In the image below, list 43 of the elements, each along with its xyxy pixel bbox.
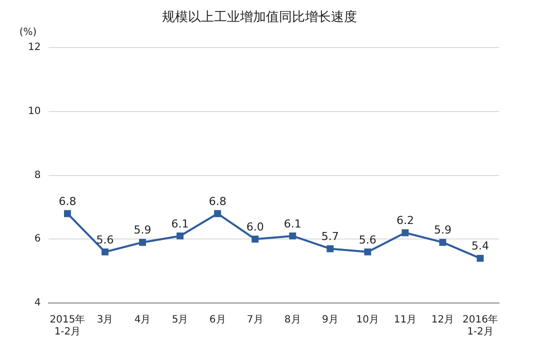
x-tick-label: 5月 xyxy=(172,314,188,326)
point xyxy=(476,254,484,262)
y-tick-label: 10 xyxy=(28,106,41,118)
data-label: 6.0 xyxy=(246,220,264,234)
point xyxy=(439,238,446,246)
y-tick-label: 12 xyxy=(28,42,41,54)
point xyxy=(102,248,108,256)
data-label: 6.1 xyxy=(284,217,302,230)
point xyxy=(326,245,334,252)
y-tick-label: 4 xyxy=(34,298,41,309)
x-tick-label: 11月 xyxy=(394,314,417,326)
x-tick-label: 6月 xyxy=(209,314,226,326)
x-tick-label: 7月 xyxy=(246,314,264,326)
point xyxy=(402,229,409,236)
x-tick-label: 3月 xyxy=(96,314,114,326)
chart-title: 规模以上工业增加值同比增长速度 xyxy=(162,9,357,26)
data-label: 5.6 xyxy=(358,233,376,246)
data-label: 6.8 xyxy=(208,194,226,208)
point xyxy=(252,236,259,243)
y-tick-label: 6 xyxy=(34,234,41,245)
y-tick-label: 8 xyxy=(34,170,41,181)
point xyxy=(64,210,71,218)
data-label: 5.7 xyxy=(321,230,339,244)
y-axis-title: (%) xyxy=(19,27,37,38)
data-label: 5.9 xyxy=(134,224,152,237)
point xyxy=(364,248,372,256)
x-tick-label: 4月 xyxy=(134,314,151,326)
x-tick-label: 12月 xyxy=(431,314,454,326)
data-label: 6.2 xyxy=(396,214,414,228)
data-label: 6.1 xyxy=(171,217,189,230)
x-tick-label: 8月 xyxy=(284,314,301,326)
point xyxy=(289,232,296,240)
x-tick-label: 9月 xyxy=(322,314,338,326)
data-label: 6.8 xyxy=(58,194,76,208)
x-tick-label: 10月 xyxy=(356,314,380,326)
data-label: 5.4 xyxy=(471,240,489,253)
point xyxy=(176,232,184,240)
data-label: 5.9 xyxy=(434,224,452,237)
point xyxy=(214,210,222,218)
x-tick-label: 2016年 1-2月 xyxy=(462,314,498,338)
point xyxy=(139,238,146,246)
x-tick-label: 2015年 1-2月 xyxy=(50,314,86,338)
data-label: 5.6 xyxy=(96,233,114,246)
